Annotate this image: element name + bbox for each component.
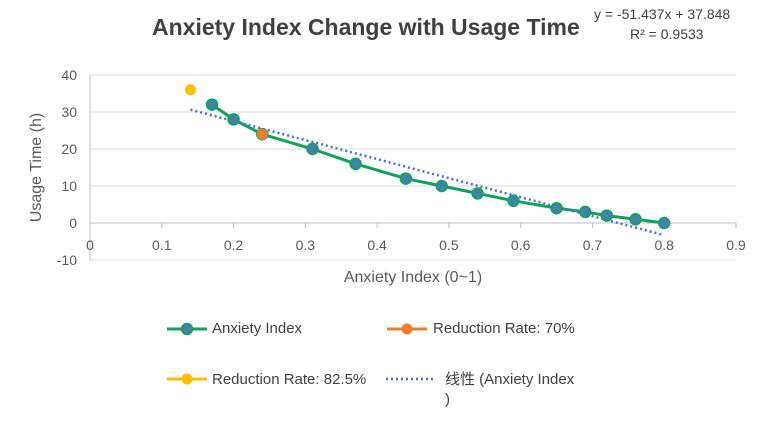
- legend-label-reduction-70: Reduction Rate: 70%: [433, 320, 575, 337]
- legend-label-anxiety-index: Anxiety Index: [212, 320, 303, 337]
- x-tick-label: 0.6: [511, 237, 531, 253]
- y-tick-label: 0: [69, 215, 77, 231]
- trendline-r-squared: R² = 0.9533: [630, 26, 704, 42]
- data-point: [349, 157, 362, 171]
- chart-title: Anxiety Index Change with Usage Time: [152, 14, 580, 40]
- series-line-anxiety-index: [211, 103, 665, 225]
- x-tick-label: 0.8: [654, 237, 674, 253]
- y-tick-label: 20: [61, 141, 77, 157]
- data-point: [629, 213, 642, 226]
- x-tick-label: 0.7: [583, 237, 603, 253]
- data-point: [227, 113, 240, 126]
- data-point: [600, 209, 614, 222]
- legend-label-linear-trend: 线性 (Anxiety Index ): [445, 371, 575, 408]
- data-point: [205, 98, 219, 111]
- x-tick-label: 0: [86, 237, 94, 253]
- legend-marker-reduction-70-dot: [401, 323, 413, 335]
- data-point: [306, 142, 319, 156]
- data-point: [471, 187, 484, 200]
- y-tick-label: 40: [61, 67, 77, 83]
- data-point-highlight: [256, 128, 268, 140]
- x-tick-label: 0.3: [296, 237, 316, 253]
- legend-marker-anxiety-index-dot: [180, 322, 194, 336]
- data-point: [657, 216, 671, 230]
- data-point: [435, 179, 448, 193]
- x-tick-label: 0.9: [726, 237, 746, 253]
- y-tick-label: 30: [61, 104, 77, 120]
- legend-marker-reduction-82-5-dot: [181, 373, 193, 385]
- data-point: [399, 172, 413, 185]
- x-tick-label: 0.4: [367, 237, 387, 253]
- x-tick-label: 0.2: [224, 237, 244, 253]
- data-point: [550, 201, 563, 215]
- data-point: [507, 194, 520, 208]
- x-axis-title: Anxiety Index (0~1): [344, 269, 482, 286]
- y-axis-title: Usage Time (h): [28, 113, 45, 222]
- data-point: [579, 205, 592, 219]
- y-tick-label: -10: [57, 252, 77, 268]
- trendline-equation: y = -51.437x + 37.848: [594, 6, 731, 22]
- legend-label-reduction-82-5: Reduction Rate: 82.5%: [212, 371, 367, 388]
- data-point-highlight: [184, 84, 196, 96]
- trendline-linear: [190, 108, 665, 237]
- x-tick-label: 0.5: [439, 237, 459, 253]
- y-tick-label: 10: [61, 178, 77, 194]
- x-tick-label: 0.1: [152, 237, 172, 253]
